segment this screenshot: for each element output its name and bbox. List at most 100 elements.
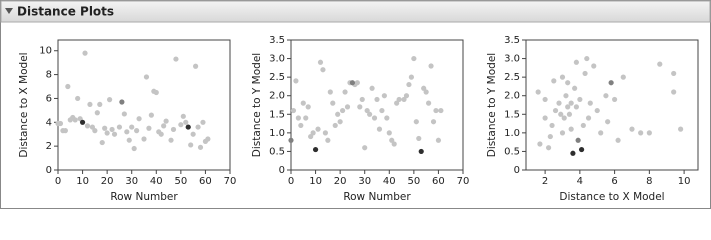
point — [72, 117, 78, 123]
y-tick-label: 0.5 — [269, 146, 285, 157]
y-tick-label: 1.0 — [504, 128, 520, 139]
point — [416, 135, 422, 142]
x-axis-label: Row Number — [343, 191, 411, 203]
y-tick-label: 0 — [514, 165, 520, 176]
point — [173, 56, 179, 62]
point — [582, 70, 588, 77]
point — [573, 104, 579, 110]
point — [303, 115, 309, 121]
point — [312, 146, 319, 153]
point — [344, 104, 351, 110]
point — [389, 137, 395, 143]
disclosure-icon[interactable] — [5, 8, 13, 14]
point — [197, 144, 204, 150]
point — [384, 115, 390, 121]
header-bar[interactable] — [0, 0, 711, 23]
point — [565, 80, 571, 86]
point — [678, 126, 684, 132]
y-tick-label: 3.5 — [504, 35, 520, 46]
point — [354, 80, 360, 86]
point — [612, 96, 618, 103]
point — [547, 133, 553, 140]
y-tick-label: 3.0 — [269, 54, 285, 65]
point — [551, 78, 557, 84]
point — [183, 119, 189, 125]
point — [584, 55, 590, 62]
point — [136, 116, 142, 122]
point — [568, 100, 574, 106]
point — [205, 136, 211, 142]
x-tick-label: 60 — [199, 176, 212, 187]
point — [359, 96, 365, 103]
point — [401, 96, 407, 103]
point — [428, 63, 434, 69]
point — [335, 111, 341, 117]
point — [82, 50, 88, 56]
y-axis-label: Distance to Y Model — [251, 53, 263, 157]
y-axis-label: Distance to X Model — [18, 52, 30, 157]
point — [411, 55, 417, 62]
y-tick-label: 1.5 — [269, 109, 285, 120]
point — [357, 104, 363, 110]
x-tick-label: 30 — [358, 176, 371, 187]
point — [371, 115, 378, 121]
point — [608, 80, 614, 86]
x-tick-label: 4 — [577, 176, 583, 187]
point — [62, 128, 68, 134]
point — [408, 74, 414, 80]
header-title: Distance Plots — [17, 5, 114, 19]
x-tick-label: 10 — [678, 176, 691, 187]
x-tick-label: 10 — [76, 176, 89, 187]
point — [141, 136, 147, 142]
point — [537, 141, 543, 147]
point — [671, 70, 677, 77]
point — [578, 146, 585, 153]
y-tick-label: 2.0 — [269, 91, 285, 102]
point — [572, 85, 578, 91]
point — [305, 104, 311, 110]
y-tick-label: 8 — [46, 70, 52, 81]
point — [104, 130, 110, 136]
x-tick-label: 10 — [309, 176, 322, 187]
point — [559, 130, 566, 136]
point — [605, 119, 611, 125]
x-tick-label: 40 — [150, 176, 163, 187]
point — [396, 96, 402, 103]
point — [188, 142, 194, 148]
point — [190, 131, 196, 137]
y-tick-label: 1.5 — [504, 109, 520, 120]
point — [84, 123, 91, 129]
point — [121, 111, 127, 117]
plot-frame — [525, 39, 699, 171]
point — [638, 130, 644, 136]
y-tick-label: 10 — [39, 46, 52, 57]
point — [290, 107, 297, 114]
point — [556, 100, 562, 106]
point — [161, 123, 167, 129]
point — [421, 85, 427, 91]
point — [195, 124, 201, 130]
point — [591, 63, 597, 69]
point — [92, 128, 98, 134]
point — [320, 67, 326, 73]
point — [288, 137, 294, 143]
y-tick-label: 3.5 — [269, 35, 285, 46]
point — [87, 101, 93, 108]
point — [545, 145, 552, 151]
point — [143, 74, 150, 80]
point — [317, 59, 324, 65]
x-tick-label: 8 — [646, 176, 652, 187]
point — [413, 119, 419, 125]
point — [126, 137, 132, 143]
y-tick-label: 2.5 — [504, 72, 520, 83]
point — [403, 93, 410, 99]
point — [657, 61, 663, 67]
point — [99, 139, 105, 146]
point — [293, 78, 299, 84]
point — [575, 137, 581, 143]
point — [146, 125, 152, 131]
point — [134, 128, 140, 134]
x-tick-label: 50 — [174, 176, 187, 187]
point — [116, 124, 123, 130]
x-tick-label: 0 — [288, 176, 294, 187]
